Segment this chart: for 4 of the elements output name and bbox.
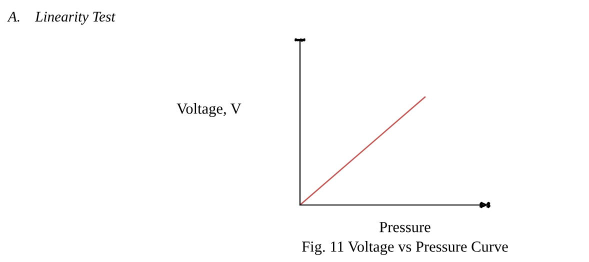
y-axis-title: Voltage, V <box>176 103 242 117</box>
x-axis-title: Pressure <box>380 222 430 232</box>
text: A. Linearity Test <box>7 12 116 25</box>
caption: Fig. 11 Voltage vs Pressure Curve <box>302 241 508 255</box>
